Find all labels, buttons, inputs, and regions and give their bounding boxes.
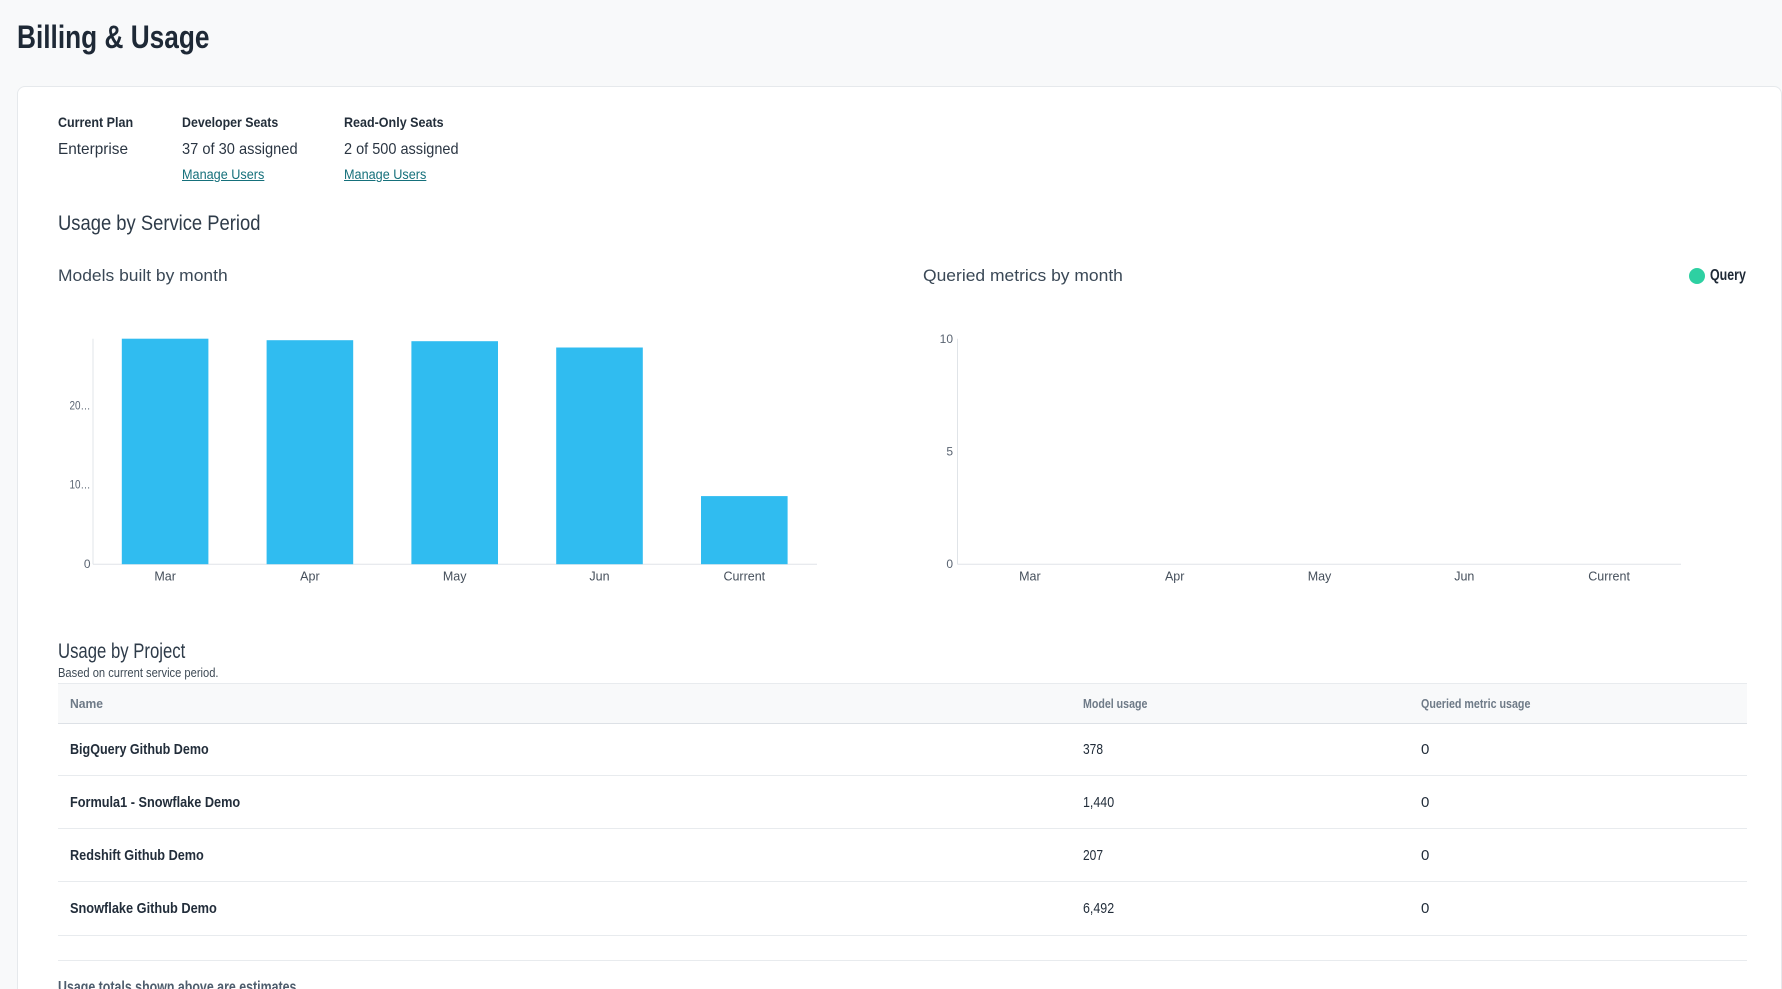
- svg-text:Jun: Jun: [1454, 570, 1474, 584]
- svg-text:20…: 20…: [70, 399, 91, 413]
- svg-text:0: 0: [946, 557, 953, 571]
- svg-text:Apr: Apr: [1165, 570, 1184, 584]
- svg-text:Mar: Mar: [154, 570, 176, 584]
- svg-text:5: 5: [946, 445, 953, 459]
- svg-text:Current: Current: [723, 570, 765, 584]
- svg-text:Apr: Apr: [300, 570, 319, 584]
- svg-text:Jun: Jun: [589, 570, 609, 584]
- svg-text:10: 10: [940, 332, 954, 346]
- svg-text:Current: Current: [1588, 570, 1630, 584]
- svg-text:10…: 10…: [70, 477, 91, 491]
- svg-text:May: May: [1308, 570, 1332, 584]
- svg-text:May: May: [443, 570, 467, 584]
- svg-text:Mar: Mar: [1019, 570, 1041, 584]
- svg-text:0: 0: [84, 557, 91, 571]
